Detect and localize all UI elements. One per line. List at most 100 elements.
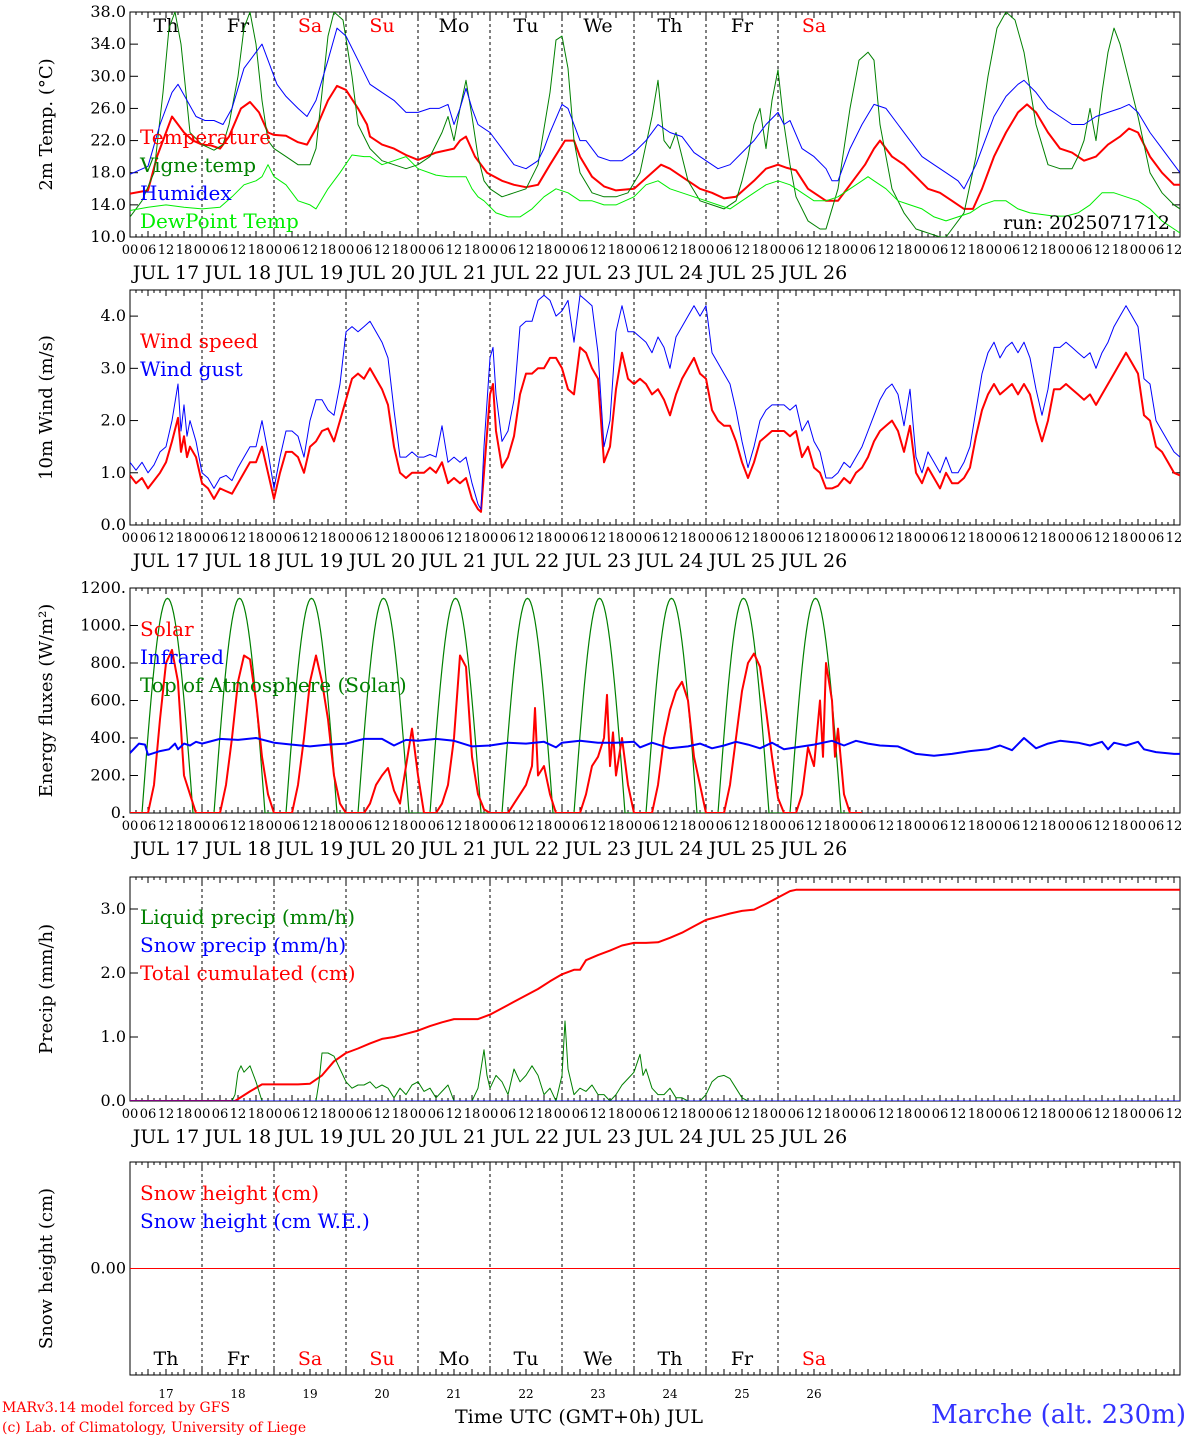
plot-frame: [129, 11, 1181, 238]
legend-entry: Wind gust: [140, 357, 243, 381]
date-label: JUL 22: [491, 550, 559, 572]
day-number-label: 18: [230, 1387, 245, 1401]
legend-entry: Temperature: [140, 125, 271, 149]
hour-tick-label: 06: [212, 1107, 229, 1122]
series-temperature: [130, 84, 1180, 210]
hour-tick-label: 12: [1094, 1107, 1111, 1122]
y-tick-label: 1.0: [101, 463, 126, 482]
hour-tick-label: 18: [392, 1107, 409, 1122]
y-tick-label: 0.: [111, 803, 126, 822]
hour-tick-label: 00: [698, 531, 715, 546]
hour-tick-label: 12: [950, 1107, 967, 1122]
date-label: JUL 17: [131, 550, 199, 572]
weekday-label: Mo: [439, 1348, 470, 1370]
weekday-label: Su: [369, 15, 394, 37]
hour-tick-label: 12: [518, 819, 535, 834]
hour-tick-label: 12: [662, 1107, 679, 1122]
hour-tick-label: 00: [770, 819, 787, 834]
hour-tick-label: 12: [374, 819, 391, 834]
series-total-cumulated-cm-: [130, 888, 1180, 1101]
hour-tick-label: 00: [410, 819, 427, 834]
hour-tick-label: 12: [374, 1107, 391, 1122]
y-tick-label: 1.0: [101, 1027, 126, 1046]
hour-tick-label: 00: [338, 1107, 355, 1122]
hour-tick-label: 18: [896, 531, 913, 546]
hour-tick-label: 00: [266, 1107, 283, 1122]
date-label: JUL 20: [347, 838, 415, 860]
weekday-label: Fr: [227, 15, 250, 37]
hour-tick-label: 06: [356, 819, 373, 834]
hour-tick-label: 12: [590, 243, 607, 258]
hour-tick-label: 00: [1058, 1107, 1075, 1122]
hour-tick-label: 18: [320, 819, 337, 834]
hour-tick-label: 06: [428, 243, 445, 258]
weekday-label: Th: [658, 1348, 683, 1370]
series-vigne-temp: [130, 12, 1180, 237]
hour-tick-label: 00: [266, 819, 283, 834]
hour-tick-label: 18: [1040, 819, 1057, 834]
y-tick-label: 10.0: [90, 227, 126, 246]
date-label: JUL 19: [275, 550, 343, 572]
hour-tick-label: 00: [914, 819, 931, 834]
hour-tick-label: 18: [1040, 531, 1057, 546]
hour-tick-label: 12: [590, 1107, 607, 1122]
hour-tick-label: 06: [1076, 531, 1093, 546]
hour-tick-label: 18: [680, 531, 697, 546]
hour-tick-label: 06: [1004, 819, 1021, 834]
hour-tick-label: 06: [1004, 243, 1021, 258]
hour-tick-label: 12: [590, 531, 607, 546]
hour-tick-label: 12: [518, 243, 535, 258]
legend-entry: Humidex: [140, 181, 232, 205]
hour-tick-label: 12: [302, 531, 319, 546]
hour-tick-label: 12: [518, 531, 535, 546]
hour-tick-label: 06: [1076, 819, 1093, 834]
day-number-label: 23: [590, 1387, 605, 1401]
hour-tick-label: 18: [608, 243, 625, 258]
time-axis-title: Time UTC (GMT+0h) JUL: [455, 1406, 703, 1428]
date-label: JUL 18: [203, 838, 271, 860]
hour-tick-label: 00: [842, 531, 859, 546]
day-number-label: 21: [446, 1387, 461, 1401]
y-tick-label: 38.0: [90, 2, 126, 21]
weekday-label: Th: [658, 15, 683, 37]
date-label: JUL 21: [419, 262, 487, 284]
hour-tick-label: 18: [536, 531, 553, 546]
hour-tick-label: 12: [806, 243, 823, 258]
hour-tick-label: 00: [482, 531, 499, 546]
hour-tick-label: 12: [1166, 531, 1183, 546]
model-credit: MARv3.14 model forced by GFS: [2, 1400, 231, 1416]
hour-tick-label: 18: [320, 1107, 337, 1122]
hour-tick-label: 06: [932, 1107, 949, 1122]
hour-tick-label: 06: [716, 243, 733, 258]
hour-tick-label: 12: [446, 531, 463, 546]
weekday-label: Sa: [298, 1348, 322, 1370]
date-label: JUL 17: [131, 262, 199, 284]
y-tick-label: 200.: [90, 766, 126, 785]
hour-tick-label: 06: [356, 1107, 373, 1122]
hour-tick-label: 18: [1040, 243, 1057, 258]
hour-tick-label: 12: [302, 1107, 319, 1122]
hour-tick-label: 12: [158, 1107, 175, 1122]
y-axis-label: 2m Temp. (°C): [36, 58, 57, 190]
hour-tick-label: 18: [1040, 1107, 1057, 1122]
y-tick-label: 800.: [90, 653, 126, 672]
hour-tick-label: 00: [122, 819, 139, 834]
hour-tick-label: 00: [1130, 531, 1147, 546]
legend-entry: Wind speed: [140, 329, 258, 353]
series-liquid-precip-mm-h-: [130, 1020, 1180, 1101]
date-label: JUL 18: [203, 550, 271, 572]
hour-tick-label: 06: [572, 819, 589, 834]
hour-tick-label: 18: [464, 243, 481, 258]
hour-tick-label: 12: [1094, 243, 1111, 258]
hour-tick-label: 06: [428, 531, 445, 546]
hour-tick-label: 00: [554, 243, 571, 258]
date-label: JUL 25: [707, 262, 775, 284]
hour-tick-label: 12: [230, 819, 247, 834]
y-tick-label: 34.0: [90, 34, 126, 53]
hour-tick-label: 18: [248, 531, 265, 546]
hour-tick-label: 18: [536, 243, 553, 258]
weekday-label: Fr: [227, 1348, 250, 1370]
hour-tick-label: 18: [320, 531, 337, 546]
y-axis-label: 10m Wind (m/s): [36, 335, 57, 480]
